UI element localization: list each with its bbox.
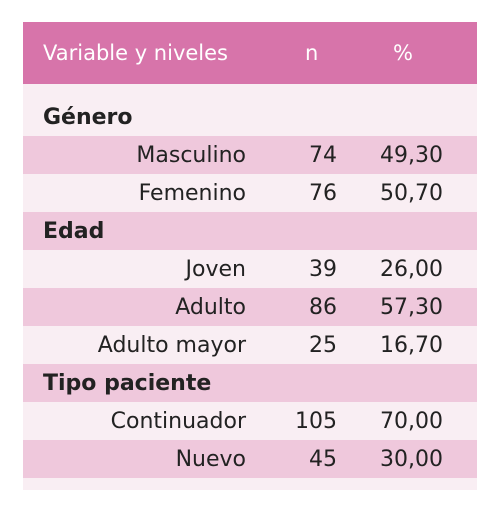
row-n: 86: [309, 295, 337, 320]
header-variable: Variable y niveles: [43, 41, 228, 65]
row-percent: 16,70: [380, 333, 443, 358]
header-n: n: [305, 41, 319, 65]
row-label: Adulto mayor: [97, 333, 246, 358]
group-label: Edad: [43, 219, 105, 244]
row-label: Adulto: [175, 295, 246, 320]
row-percent: 57,30: [380, 295, 443, 320]
row-percent: 30,00: [380, 447, 443, 472]
table-header: Variable y niveles n %: [23, 22, 477, 84]
table-row: Joven 39 26,00: [23, 250, 477, 288]
row-label: Continuador: [110, 409, 246, 434]
row-n: 45: [309, 447, 337, 472]
row-n: 74: [309, 143, 337, 168]
row-label: Femenino: [138, 181, 246, 206]
row-percent: 49,30: [380, 143, 443, 168]
row-label: Masculino: [136, 143, 246, 168]
row-label: Joven: [185, 257, 246, 282]
table-row: Continuador 105 70,00: [23, 402, 477, 440]
group-row-tipo-paciente: Tipo paciente: [23, 364, 477, 402]
group-row-edad: Edad: [23, 212, 477, 250]
row-label: Nuevo: [175, 447, 246, 472]
group-label: Género: [43, 105, 133, 130]
group-row-genero: Género: [23, 98, 477, 136]
row-n: 25: [309, 333, 337, 358]
group-label: Tipo paciente: [43, 371, 212, 396]
row-n: 39: [309, 257, 337, 282]
table-row: Femenino 76 50,70: [23, 174, 477, 212]
table-row: Nuevo 45 30,00: [23, 440, 477, 478]
data-table: Variable y niveles n % Género Masculino …: [23, 22, 477, 490]
header-percent: %: [393, 41, 413, 65]
row-n: 105: [295, 409, 337, 434]
table-row: Masculino 74 49,30: [23, 136, 477, 174]
row-percent: 26,00: [380, 257, 443, 282]
row-n: 76: [309, 181, 337, 206]
table-row: Adulto 86 57,30: [23, 288, 477, 326]
row-percent: 50,70: [380, 181, 443, 206]
table-row: Adulto mayor 25 16,70: [23, 326, 477, 364]
row-percent: 70,00: [380, 409, 443, 434]
